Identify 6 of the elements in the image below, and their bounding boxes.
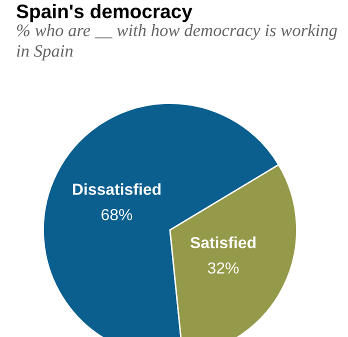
- chart-title: Spain's democracy: [16, 4, 192, 22]
- data-label: 32%: [208, 262, 239, 274]
- data-label: 68%: [102, 208, 132, 220]
- slice-label: Dissatisfied: [72, 183, 161, 195]
- slice-label: Satisfied: [190, 236, 256, 248]
- chart-subtitle: % who are __ with how democracy is working in Spain: [16, 24, 337, 60]
